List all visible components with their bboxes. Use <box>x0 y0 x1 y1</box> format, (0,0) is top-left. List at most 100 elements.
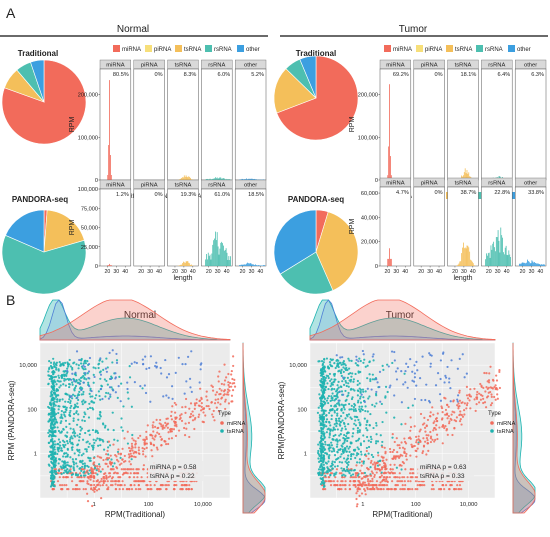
point-miRNA <box>432 429 435 432</box>
point-miRNA <box>369 474 372 477</box>
point-tsRNA <box>88 457 91 460</box>
facet-panel <box>133 68 165 181</box>
point-miRNA <box>480 384 483 387</box>
point-miRNA <box>218 387 221 390</box>
length-bar-rsRNA <box>216 232 218 266</box>
point-miRNA <box>382 488 385 491</box>
point-miRNA <box>153 438 156 441</box>
point-tsRNA <box>108 351 111 354</box>
point-tsRNA <box>144 391 148 395</box>
point-tsRNA <box>335 419 338 422</box>
point-miRNA <box>181 406 184 409</box>
length-bar-other <box>248 178 250 180</box>
point-miRNA <box>128 476 131 479</box>
point-miRNA <box>426 418 430 422</box>
point-tsRNA <box>344 428 347 431</box>
point-tsRNA <box>322 378 325 381</box>
length-bar-tsRNA <box>456 265 458 266</box>
legend-label-other: other <box>246 47 260 53</box>
length-bar-other <box>525 263 527 266</box>
length-bar-rsRNA <box>211 179 213 180</box>
point-tsRNA <box>66 453 69 456</box>
point-tsRNA <box>330 388 333 391</box>
point-tsRNA <box>337 380 340 383</box>
point-tsRNA <box>356 439 360 442</box>
point-tsRNA <box>72 460 75 463</box>
point-tsRNA <box>325 374 328 377</box>
point-miRNA <box>459 417 462 421</box>
point-tsRNA <box>115 361 119 364</box>
length-bar-other <box>535 262 536 266</box>
x-tick-label: 30 <box>215 269 221 275</box>
point-tsRNA <box>424 398 427 402</box>
point-tsRNA <box>372 426 375 430</box>
point-tsRNA <box>328 449 331 452</box>
point-tsRNA <box>91 446 95 449</box>
point-tsRNA <box>322 418 326 421</box>
point-tsRNA <box>333 474 336 477</box>
facet-percent-label: 18.1% <box>461 72 477 78</box>
point-tsRNA <box>143 384 146 387</box>
point-tsRNA <box>346 376 349 379</box>
length-bar-rsRNA <box>208 256 210 266</box>
point-tsRNA <box>365 435 369 439</box>
length-bar-tsRNA <box>185 175 187 180</box>
point-miRNA <box>129 452 132 455</box>
point-tsRNA <box>366 429 369 432</box>
length-bar-other <box>520 263 522 266</box>
point-miRNA <box>118 463 121 466</box>
panel-label-b: B <box>6 292 15 308</box>
length-bar-other <box>531 260 533 266</box>
point-miRNA <box>205 395 208 398</box>
facet-percent-label: 6.0% <box>217 72 230 78</box>
point-miRNA <box>341 476 344 479</box>
point-tsRNA <box>50 407 53 411</box>
point-miRNA <box>482 386 485 389</box>
point-tsRNA <box>339 415 343 418</box>
point-tsRNA <box>72 412 76 416</box>
point-tsRNA <box>370 388 373 391</box>
point-tsRNA <box>52 461 56 464</box>
point-tsRNA <box>81 438 85 441</box>
point-tsRNA <box>62 455 65 458</box>
density-x-normal <box>39 299 231 341</box>
point-tsRNA <box>52 483 55 486</box>
point-miRNA <box>451 410 454 413</box>
point-tsRNA <box>87 370 91 373</box>
point-miRNA <box>105 477 108 480</box>
length-bar-rsRNA <box>488 252 490 266</box>
length-bar-other <box>255 179 256 180</box>
facet-percent-label: 22.8% <box>494 190 510 196</box>
length-bar-rsRNA <box>222 243 223 266</box>
point-tsRNA <box>357 448 360 451</box>
point-miRNA <box>465 394 469 397</box>
point-tsRNA <box>319 417 322 421</box>
point-tsRNA <box>107 453 110 456</box>
point-tsRNA <box>70 394 73 398</box>
length-bar-tsRNA <box>466 245 468 266</box>
point-tsRNA <box>93 441 96 444</box>
point-tsRNA <box>330 404 333 408</box>
point-miRNA <box>416 447 419 450</box>
point-tsRNA <box>339 356 342 359</box>
point-tsRNA <box>89 406 92 409</box>
point-tsRNA <box>92 438 95 441</box>
point-miRNA <box>166 417 169 420</box>
point-miRNA <box>172 428 176 431</box>
point-tsRNA <box>394 370 398 373</box>
point-tsRNA <box>64 400 67 403</box>
facet-panel <box>133 188 165 267</box>
point-miRNA <box>375 486 378 489</box>
point-miRNA <box>392 448 396 452</box>
point-miRNA <box>440 406 444 410</box>
point-miRNA <box>158 432 161 436</box>
density-curve <box>242 343 266 514</box>
point-tsRNA <box>107 397 111 400</box>
point-miRNA <box>112 468 115 471</box>
point-miRNA <box>436 412 439 415</box>
point-miRNA <box>433 427 436 430</box>
point-tsRNA <box>336 384 339 387</box>
point-tsRNA <box>73 394 76 397</box>
legend-title: Type <box>488 411 502 417</box>
